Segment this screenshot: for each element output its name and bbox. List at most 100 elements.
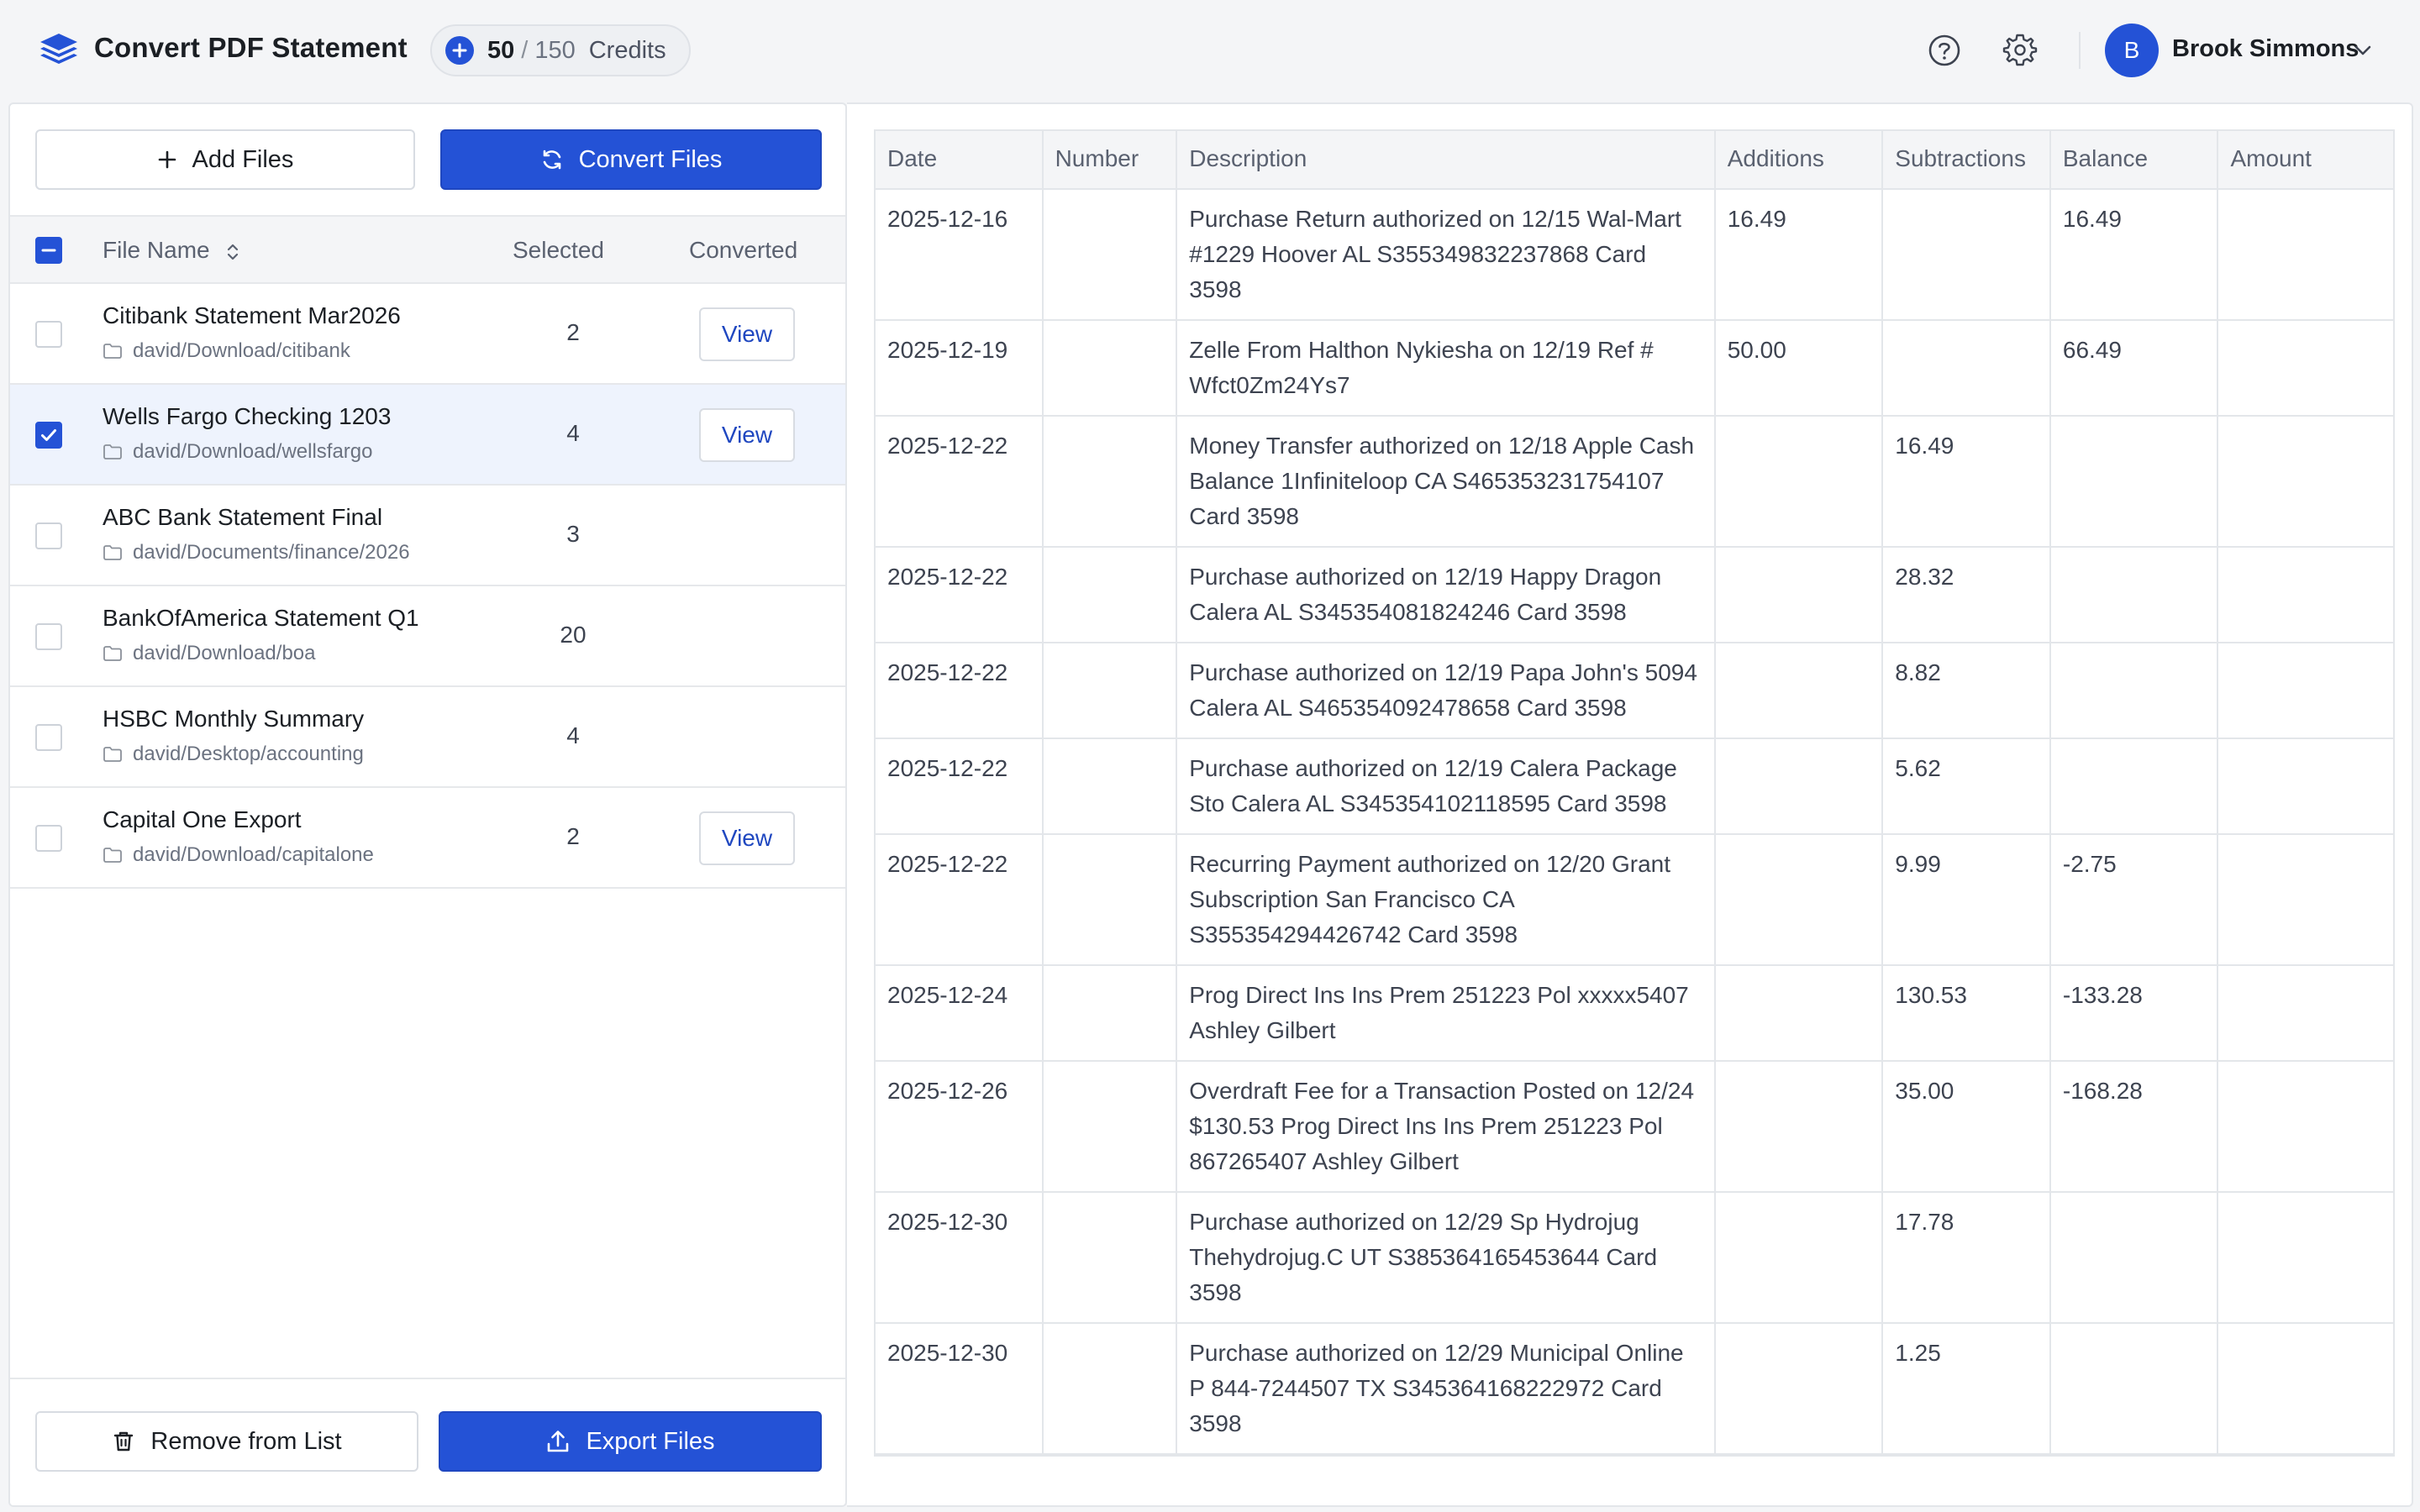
header-divider: [2079, 32, 2081, 69]
remove-from-list-button[interactable]: Remove from List: [35, 1411, 418, 1472]
convert-files-button[interactable]: Convert Files: [440, 129, 822, 190]
folder-icon: [103, 344, 122, 359]
folder-icon: [103, 444, 122, 459]
selected-count: 2: [566, 823, 580, 849]
file-path: david/Download/wellsfargo: [103, 440, 373, 464]
avatar[interactable]: B: [2105, 24, 2159, 77]
selected-count: 3: [566, 521, 580, 547]
trash-icon: [114, 1431, 134, 1452]
file-checkbox[interactable]: [35, 321, 62, 348]
cell-balance: [2051, 1324, 2219, 1453]
gear-icon[interactable]: [2002, 33, 2038, 68]
file-name: ABC Bank Statement Final: [103, 504, 383, 530]
file-path-text: david/Download/boa: [133, 642, 316, 664]
cell-balance: -2.75: [2051, 835, 2219, 964]
export-files-button[interactable]: Export Files: [439, 1411, 822, 1472]
cell-additions: [1716, 643, 1884, 738]
help-icon[interactable]: [1928, 34, 1961, 67]
cell-amount: [2218, 548, 2393, 642]
cell-balance: [2051, 417, 2219, 546]
column-header-file-name[interactable]: File Name: [103, 237, 210, 263]
cell-subtractions: 16.49: [1883, 417, 2051, 546]
file-row[interactable]: HSBC Monthly Summary david/Desktop/accoun…: [10, 687, 845, 788]
cell-subtractions: [1883, 190, 2051, 319]
app-header: Convert PDF Statement 50 / 150 Credits B…: [0, 0, 2420, 101]
view-button[interactable]: View: [699, 408, 795, 462]
file-row[interactable]: Citibank Statement Mar2026 david/Download…: [10, 284, 845, 385]
table-header-row: Date Number Description Additions Subtractio…: [876, 131, 2393, 190]
file-path: david/Download/capitalone: [103, 843, 374, 867]
cell-date: 2025-12-19: [876, 321, 1044, 415]
view-button[interactable]: View: [699, 811, 795, 865]
file-path: david/Download/boa: [103, 642, 316, 665]
cell-date: 2025-12-26: [876, 1062, 1044, 1191]
selected-count: 20: [560, 622, 587, 648]
selected-count: 4: [566, 420, 580, 446]
cell-subtractions: [1883, 321, 2051, 415]
file-list-header: File Name Selected Converted: [10, 215, 845, 284]
file-name: BankOfAmerica Statement Q1: [103, 605, 419, 631]
table-row: 2025-12-22 Purchase authorized on 12/19 C…: [876, 739, 2393, 835]
cell-balance: [2051, 548, 2219, 642]
cell-description: Purchase authorized on 12/29 Sp Hydrojug…: [1177, 1193, 1716, 1322]
file-checkbox[interactable]: [35, 825, 62, 852]
cell-date: 2025-12-24: [876, 966, 1044, 1060]
cell-balance: [2051, 1193, 2219, 1322]
folder-icon: [103, 848, 122, 863]
cell-date: 2025-12-30: [876, 1324, 1044, 1453]
file-row[interactable]: Capital One Export david/Download/capital…: [10, 788, 845, 889]
table-row: 2025-12-24 Prog Direct Ins Ins Prem 25122…: [876, 966, 2393, 1062]
cell-balance: 16.49: [2051, 190, 2219, 319]
column-header-date: Date: [876, 131, 1044, 188]
file-path-text: david/Download/citibank: [133, 339, 350, 362]
column-header-converted: Converted: [689, 237, 798, 263]
table-row: 2025-12-16 Purchase Return authorized on …: [876, 190, 2393, 321]
file-row[interactable]: ABC Bank Statement Final david/Documents/…: [10, 486, 845, 586]
cell-description: Recurring Payment authorized on 12/20 Gr…: [1177, 835, 1716, 964]
file-row[interactable]: BankOfAmerica Statement Q1 david/Download…: [10, 586, 845, 687]
user-name[interactable]: Brook Simmons: [2172, 35, 2360, 62]
selected-count: 2: [566, 319, 580, 345]
cell-additions: [1716, 835, 1884, 964]
file-checkbox[interactable]: [35, 422, 62, 449]
file-checkbox[interactable]: [35, 522, 62, 549]
cell-date: 2025-12-22: [876, 643, 1044, 738]
cell-description: Purchase authorized on 12/29 Municipal O…: [1177, 1324, 1716, 1453]
cell-amount: [2218, 835, 2393, 964]
file-path: david/Download/citibank: [103, 339, 350, 363]
file-row[interactable]: Wells Fargo Checking 1203 david/Download/…: [10, 385, 845, 486]
cell-date: 2025-12-22: [876, 417, 1044, 546]
add-credits-icon[interactable]: [445, 36, 474, 65]
select-all-checkbox[interactable]: [35, 237, 62, 264]
table-row: 2025-12-19 Zelle From Halthon Nykiesha on…: [876, 321, 2393, 417]
cell-amount: [2218, 1062, 2393, 1191]
file-name: Capital One Export: [103, 806, 302, 832]
cell-description: Purchase authorized on 12/19 Happy Drago…: [1177, 548, 1716, 642]
credits-badge[interactable]: 50 / 150 Credits: [430, 24, 691, 76]
cell-additions: [1716, 1324, 1884, 1453]
cell-description: Prog Direct Ins Ins Prem 251223 Pol xxxx…: [1177, 966, 1716, 1060]
view-button[interactable]: View: [699, 307, 795, 361]
cell-description: Zelle From Halthon Nykiesha on 12/19 Ref…: [1177, 321, 1716, 415]
sort-icon[interactable]: [226, 242, 239, 262]
file-checkbox[interactable]: [35, 623, 62, 650]
file-path: david/Desktop/accounting: [103, 743, 364, 766]
cell-number: [1044, 1324, 1178, 1453]
credits-separator: /: [521, 36, 529, 64]
cell-number: [1044, 548, 1178, 642]
folder-icon: [103, 747, 122, 762]
file-path-text: david/Desktop/accounting: [133, 743, 364, 765]
cell-subtractions: 9.99: [1883, 835, 2051, 964]
cell-description: Money Transfer authorized on 12/18 Apple…: [1177, 417, 1716, 546]
cell-number: [1044, 966, 1178, 1060]
add-files-button[interactable]: Add Files: [35, 129, 415, 190]
chevron-down-icon[interactable]: [2353, 42, 2373, 59]
cell-number: [1044, 835, 1178, 964]
cell-subtractions: 5.62: [1883, 739, 2051, 833]
cell-additions: [1716, 417, 1884, 546]
column-header-description: Description: [1177, 131, 1716, 188]
cell-amount: [2218, 739, 2393, 833]
file-checkbox[interactable]: [35, 724, 62, 751]
column-header-balance: Balance: [2051, 131, 2219, 188]
layers-logo-icon: [40, 34, 77, 64]
